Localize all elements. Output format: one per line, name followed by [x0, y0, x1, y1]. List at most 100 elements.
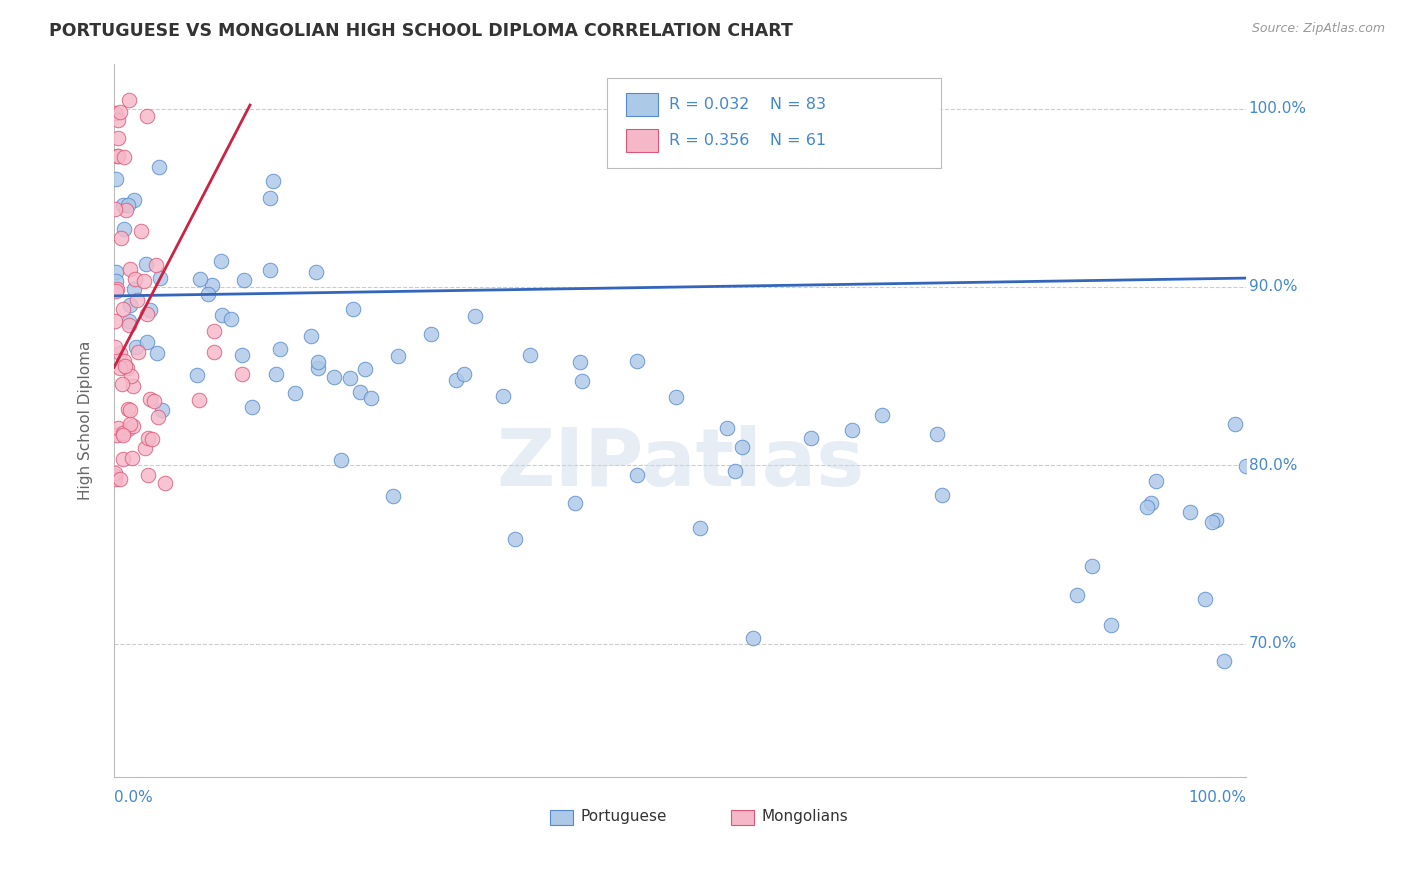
Point — [141, 432, 163, 446]
Text: ZIPatlas: ZIPatlas — [496, 425, 865, 502]
Point — [1136, 500, 1159, 515]
Point — [259, 191, 281, 205]
Point — [381, 489, 404, 503]
Point — [724, 464, 747, 478]
Point — [136, 307, 159, 321]
Point — [209, 253, 232, 268]
Point — [108, 346, 131, 360]
Point — [731, 440, 754, 454]
Point — [122, 282, 145, 296]
Point — [121, 379, 143, 393]
Point — [118, 402, 141, 417]
Point — [108, 472, 131, 486]
Point — [135, 257, 157, 271]
Point — [231, 368, 253, 382]
Point — [201, 278, 224, 293]
Point — [118, 314, 141, 328]
Point — [1201, 516, 1223, 530]
Point — [108, 105, 131, 120]
Point — [111, 198, 134, 212]
Point — [259, 263, 281, 277]
Point — [104, 341, 127, 355]
Point — [149, 271, 172, 285]
Point — [108, 360, 131, 375]
Point — [360, 391, 382, 405]
Point — [105, 149, 128, 163]
Bar — [626, 94, 658, 116]
Point — [142, 394, 165, 409]
Point — [444, 373, 467, 387]
Point — [742, 631, 765, 645]
Point — [1236, 458, 1258, 473]
Point — [105, 284, 128, 298]
Point — [105, 172, 128, 186]
Point — [104, 469, 127, 483]
Point — [800, 431, 823, 445]
Point — [118, 417, 141, 432]
Point — [665, 390, 688, 404]
Point — [188, 272, 211, 286]
Point — [146, 346, 169, 360]
Point — [139, 302, 162, 317]
Text: 0.0%: 0.0% — [114, 790, 153, 805]
Point — [1194, 591, 1216, 606]
Point — [112, 150, 135, 164]
Point — [233, 272, 256, 286]
Point — [231, 348, 253, 362]
Text: Source: ZipAtlas.com: Source: ZipAtlas.com — [1251, 22, 1385, 36]
Y-axis label: High School Diploma: High School Diploma — [79, 341, 93, 500]
Point — [104, 106, 127, 120]
Point — [626, 354, 648, 368]
Point — [1178, 505, 1201, 519]
Text: 90.0%: 90.0% — [1249, 279, 1298, 294]
Point — [492, 389, 515, 403]
Point — [626, 467, 648, 482]
Point — [186, 368, 208, 382]
Point — [284, 385, 307, 400]
Point — [1066, 588, 1088, 602]
Point — [122, 194, 145, 208]
Point — [145, 259, 167, 273]
Point — [139, 392, 162, 406]
Point — [841, 424, 863, 438]
Point — [105, 427, 128, 442]
Point — [124, 271, 146, 285]
Point — [519, 348, 541, 362]
Point — [464, 309, 486, 323]
Bar — [626, 129, 658, 152]
Point — [120, 298, 142, 312]
Point — [127, 344, 149, 359]
Point — [716, 420, 738, 434]
Point — [197, 287, 219, 301]
Point — [132, 274, 155, 288]
Point — [105, 274, 128, 288]
Point — [153, 476, 176, 491]
Point — [117, 402, 139, 417]
Point — [110, 231, 132, 245]
Point — [112, 221, 135, 235]
Point — [387, 349, 409, 363]
Point — [568, 355, 591, 369]
Point — [146, 409, 169, 424]
Point — [121, 450, 143, 465]
Point — [299, 329, 322, 343]
Point — [129, 224, 152, 238]
Point — [1205, 513, 1227, 527]
Text: 100.0%: 100.0% — [1249, 101, 1306, 116]
Point — [118, 261, 141, 276]
Point — [112, 354, 135, 368]
Point — [135, 334, 157, 349]
Point — [420, 326, 443, 341]
Text: 80.0%: 80.0% — [1249, 458, 1298, 473]
Point — [148, 160, 170, 174]
Point — [136, 468, 159, 483]
Point — [202, 325, 225, 339]
Point — [120, 368, 142, 383]
Point — [269, 343, 291, 357]
Point — [125, 293, 148, 307]
Point — [117, 422, 139, 436]
Point — [112, 427, 135, 442]
Point — [1099, 617, 1122, 632]
Point — [264, 367, 287, 381]
Point — [112, 302, 135, 317]
